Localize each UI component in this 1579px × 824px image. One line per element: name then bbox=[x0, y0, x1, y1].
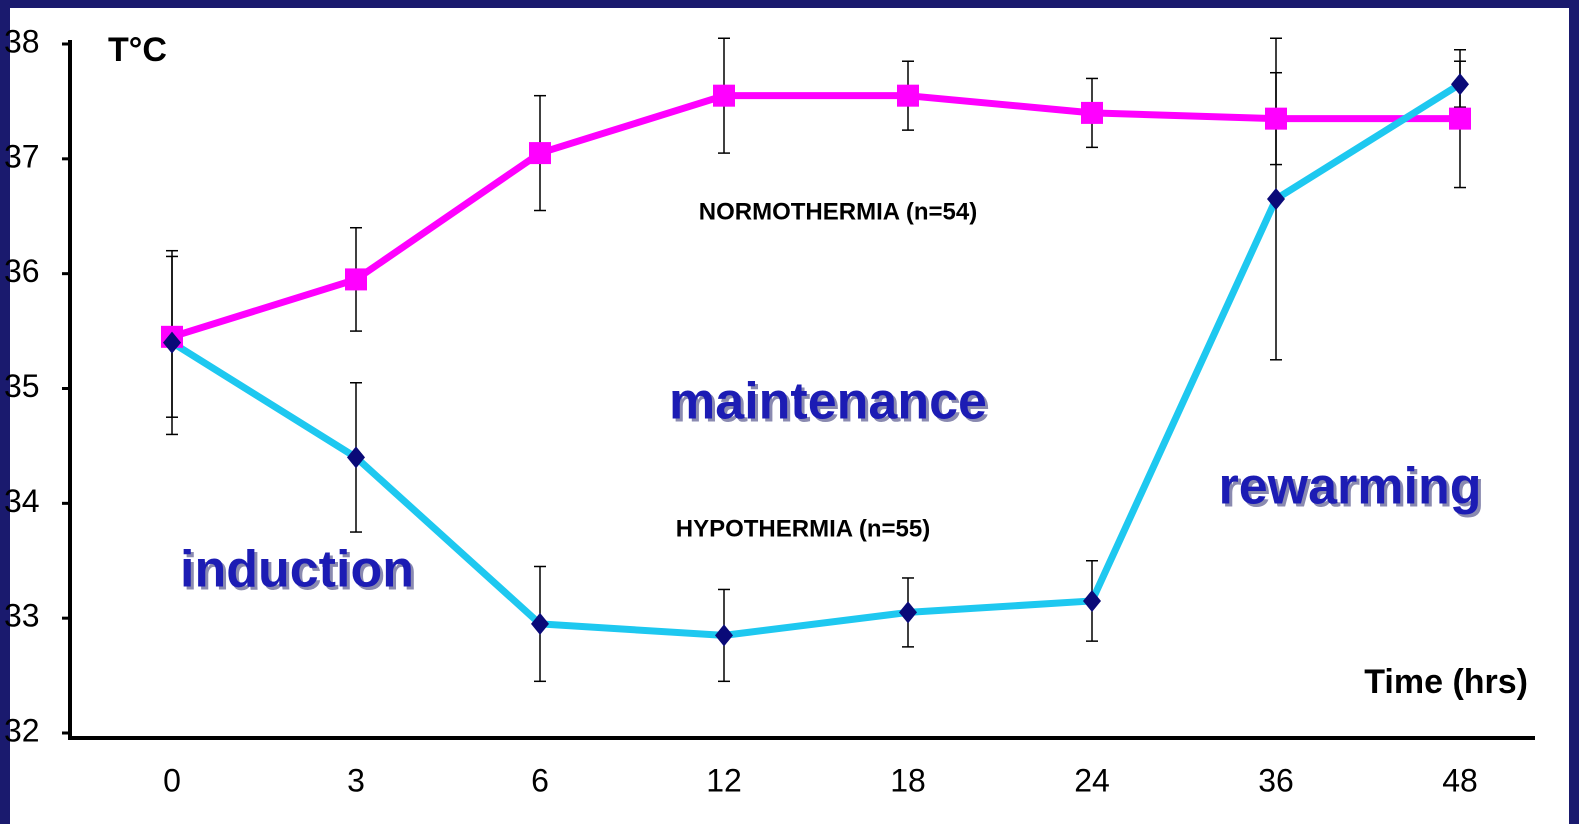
x-tick-label: 18 bbox=[890, 762, 926, 798]
series-line bbox=[170, 81, 1462, 639]
y-tick-label: 33 bbox=[4, 598, 40, 634]
marker bbox=[899, 601, 917, 624]
marker bbox=[1267, 188, 1285, 211]
x-axis-label: Time (hrs) bbox=[1364, 663, 1528, 701]
marker bbox=[1449, 107, 1471, 130]
y-tick-label: 38 bbox=[4, 23, 40, 59]
series-line bbox=[170, 92, 1460, 341]
annotation-shadow: induction bbox=[183, 544, 417, 602]
annotation-shadow: maintenance bbox=[672, 376, 990, 434]
marker bbox=[897, 84, 919, 107]
marker bbox=[1081, 101, 1103, 124]
marker bbox=[715, 624, 733, 647]
x-tick-label: 36 bbox=[1258, 762, 1294, 798]
annotation-shadow: rewarming bbox=[1222, 461, 1485, 519]
marker bbox=[1265, 107, 1287, 130]
annotation: rewarming bbox=[1219, 458, 1482, 516]
marker bbox=[531, 612, 549, 635]
y-tick-label: 36 bbox=[4, 253, 40, 289]
marker bbox=[347, 446, 365, 469]
x-tick-label: 12 bbox=[706, 762, 742, 798]
x-tick-label: 6 bbox=[531, 762, 549, 798]
y-tick-label: 32 bbox=[4, 712, 40, 748]
marker bbox=[713, 84, 735, 107]
marker bbox=[1451, 73, 1469, 96]
marker bbox=[1083, 589, 1101, 612]
series-label: HYPOTHERMIA (n=55) bbox=[676, 515, 930, 542]
marker bbox=[529, 142, 551, 165]
y-tick-label: 35 bbox=[4, 368, 40, 404]
marker bbox=[163, 331, 181, 354]
x-tick-label: 3 bbox=[347, 762, 365, 798]
annotation: maintenance bbox=[669, 373, 987, 431]
y-tick-label: 34 bbox=[4, 483, 40, 519]
x-tick-label: 0 bbox=[163, 762, 181, 798]
annotation: induction bbox=[180, 541, 414, 599]
x-tick-label: 24 bbox=[1074, 762, 1110, 798]
marker bbox=[345, 268, 367, 291]
y-tick-label: 37 bbox=[4, 138, 40, 174]
plot-background bbox=[10, 8, 1569, 824]
series-label: NORMOTHERMIA (n=54) bbox=[699, 198, 977, 225]
y-axis-label: T°C bbox=[108, 31, 167, 69]
x-tick-label: 48 bbox=[1442, 762, 1478, 798]
